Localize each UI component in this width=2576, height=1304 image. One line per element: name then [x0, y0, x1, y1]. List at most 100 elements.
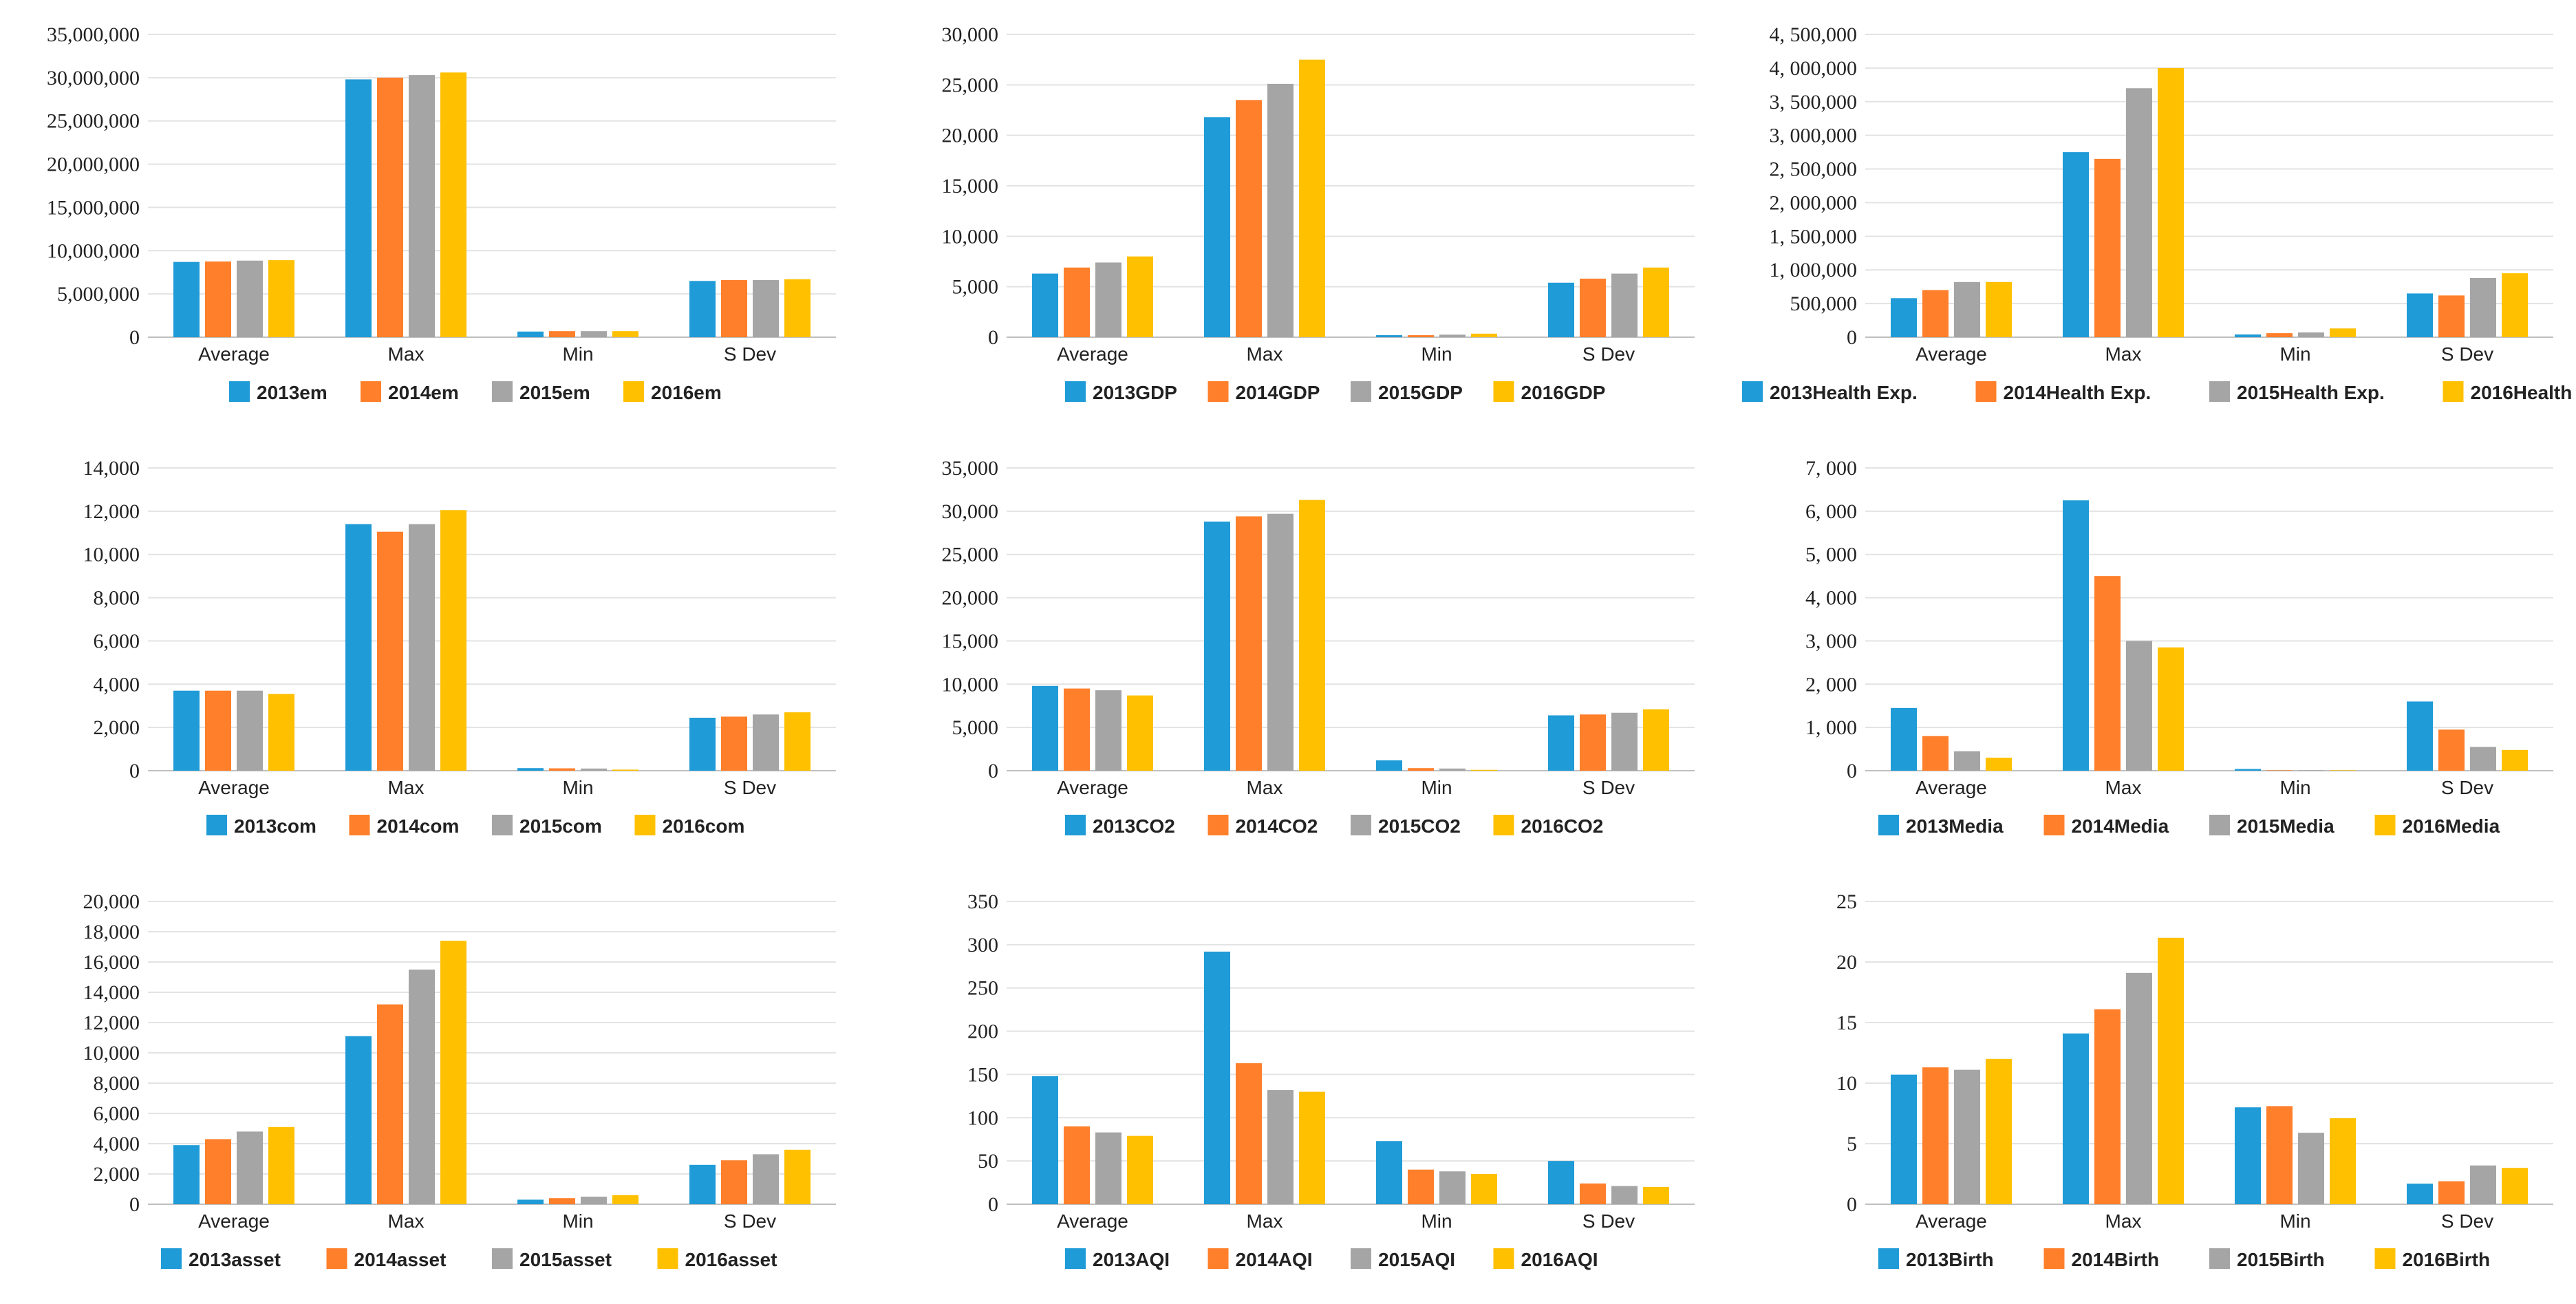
legend-item: 2013GDP: [1065, 381, 1177, 403]
legend-swatch: [1494, 815, 1514, 835]
y-tick-label: 6,000: [94, 630, 140, 652]
x-tick-label: Min: [562, 343, 593, 365]
bar-chart-4: 02,0004,0006,0008,00010,00012,00014,000A…: [0, 434, 859, 867]
x-tick-label: Min: [2279, 1210, 2310, 1232]
bar: [1236, 100, 1262, 337]
y-tick-label: 2, 000: [1805, 673, 1857, 696]
legend-label: 2015GDP: [1378, 382, 1463, 403]
x-tick-label: Max: [1247, 1210, 1283, 1232]
bar: [409, 524, 435, 771]
legend-swatch: [2209, 1248, 2230, 1269]
legend-swatch: [2375, 1248, 2396, 1269]
bar-chart-5: 05,00010,00015,00020,00025,00030,00035,0…: [859, 434, 1717, 867]
legend-label: 2014AQI: [1236, 1249, 1313, 1270]
y-tick-label: 14,000: [83, 981, 140, 1004]
x-tick-label: S Dev: [1582, 343, 1635, 365]
x-tick-label: Min: [2279, 343, 2310, 365]
y-tick-label: 2, 000,000: [1770, 191, 1858, 214]
bar: [1954, 282, 1980, 337]
bar: [1064, 1126, 1090, 1204]
bar: [345, 79, 372, 337]
legend-label: 2016em: [651, 382, 722, 403]
legend-item: 2014Media: [2044, 815, 2169, 837]
legend-label: 2013AQI: [1093, 1249, 1170, 1270]
y-tick-label: 15,000: [942, 175, 999, 197]
legend-label: 2016Health Exp.: [2471, 382, 2576, 403]
bar: [377, 532, 403, 771]
legend-label: 2014em: [388, 382, 459, 403]
legend-item: 2016GDP: [1494, 381, 1606, 403]
legend-item: 2015CO2: [1351, 815, 1461, 837]
bar: [1611, 713, 1638, 771]
bar: [1548, 283, 1574, 337]
legend-swatch: [1494, 1248, 1514, 1269]
bar: [721, 1160, 747, 1204]
y-tick-label: 1, 500,000: [1770, 225, 1858, 248]
bar: [1548, 716, 1574, 771]
bar: [268, 1127, 294, 1204]
legend-swatch: [1208, 815, 1229, 835]
bar: [377, 1005, 403, 1204]
y-tick-label: 20,000: [942, 587, 999, 610]
bar: [753, 1154, 779, 1204]
bar: [2266, 770, 2293, 771]
legend-swatch: [1976, 381, 1997, 402]
bar: [1471, 770, 1497, 771]
bar: [1408, 1170, 1434, 1204]
bar: [517, 768, 544, 771]
bar: [517, 1199, 544, 1204]
bar: [1471, 334, 1497, 337]
bar-chart-1: 05,000,00010,000,00015,000,00020,000,000…: [0, 0, 859, 434]
legend-item: 2014em: [361, 381, 459, 403]
bar: [753, 280, 779, 337]
y-tick-label: 4,000: [94, 1133, 140, 1155]
y-tick-label: 30,000: [942, 23, 999, 46]
y-tick-label: 7, 000: [1805, 457, 1857, 480]
bar: [237, 1131, 263, 1204]
legend-item: 2016Birth: [2375, 1248, 2491, 1270]
bar: [440, 72, 466, 337]
y-tick-label: 25,000,000: [47, 110, 140, 133]
bar: [549, 331, 575, 337]
bar: [409, 75, 435, 337]
bar: [205, 691, 231, 771]
y-tick-label: 300: [967, 934, 998, 956]
legend-label: 2013GDP: [1093, 382, 1177, 403]
bar: [2407, 701, 2433, 771]
legend-item: 2015Health Exp.: [2209, 381, 2385, 403]
bar: [345, 524, 372, 771]
bar: [1299, 1092, 1325, 1204]
bar: [1267, 514, 1294, 771]
bar: [2298, 332, 2324, 337]
legend-swatch: [361, 381, 381, 402]
bar: [1267, 84, 1294, 337]
bar: [2235, 769, 2261, 771]
bar: [1064, 268, 1090, 337]
bar: [2298, 1133, 2324, 1204]
y-tick-label: 4, 000: [1805, 587, 1857, 610]
bar: [1580, 1184, 1606, 1204]
legend-item: 2016CO2: [1494, 815, 1604, 837]
y-tick-label: 6,000: [94, 1102, 140, 1125]
legend-swatch: [1351, 815, 1371, 835]
bar: [1408, 335, 1434, 337]
bar: [2470, 1166, 2496, 1204]
legend-label: 2016asset: [685, 1249, 777, 1270]
legend-label: 2013com: [234, 815, 316, 837]
bar: [1922, 736, 1949, 771]
bar: [689, 281, 716, 337]
bar: [1439, 334, 1466, 337]
legend-item: 2015AQI: [1351, 1248, 1455, 1270]
y-tick-label: 4,000: [94, 673, 140, 696]
y-tick-label: 2, 500,000: [1770, 158, 1858, 181]
y-tick-label: 0: [129, 1193, 140, 1216]
bar: [784, 712, 811, 771]
bar: [2094, 576, 2121, 771]
legend-item: 2013CO2: [1065, 815, 1175, 837]
legend-item: 2013asset: [161, 1248, 281, 1270]
legend-label: 2016AQI: [1521, 1249, 1598, 1270]
bar: [1954, 751, 1980, 771]
